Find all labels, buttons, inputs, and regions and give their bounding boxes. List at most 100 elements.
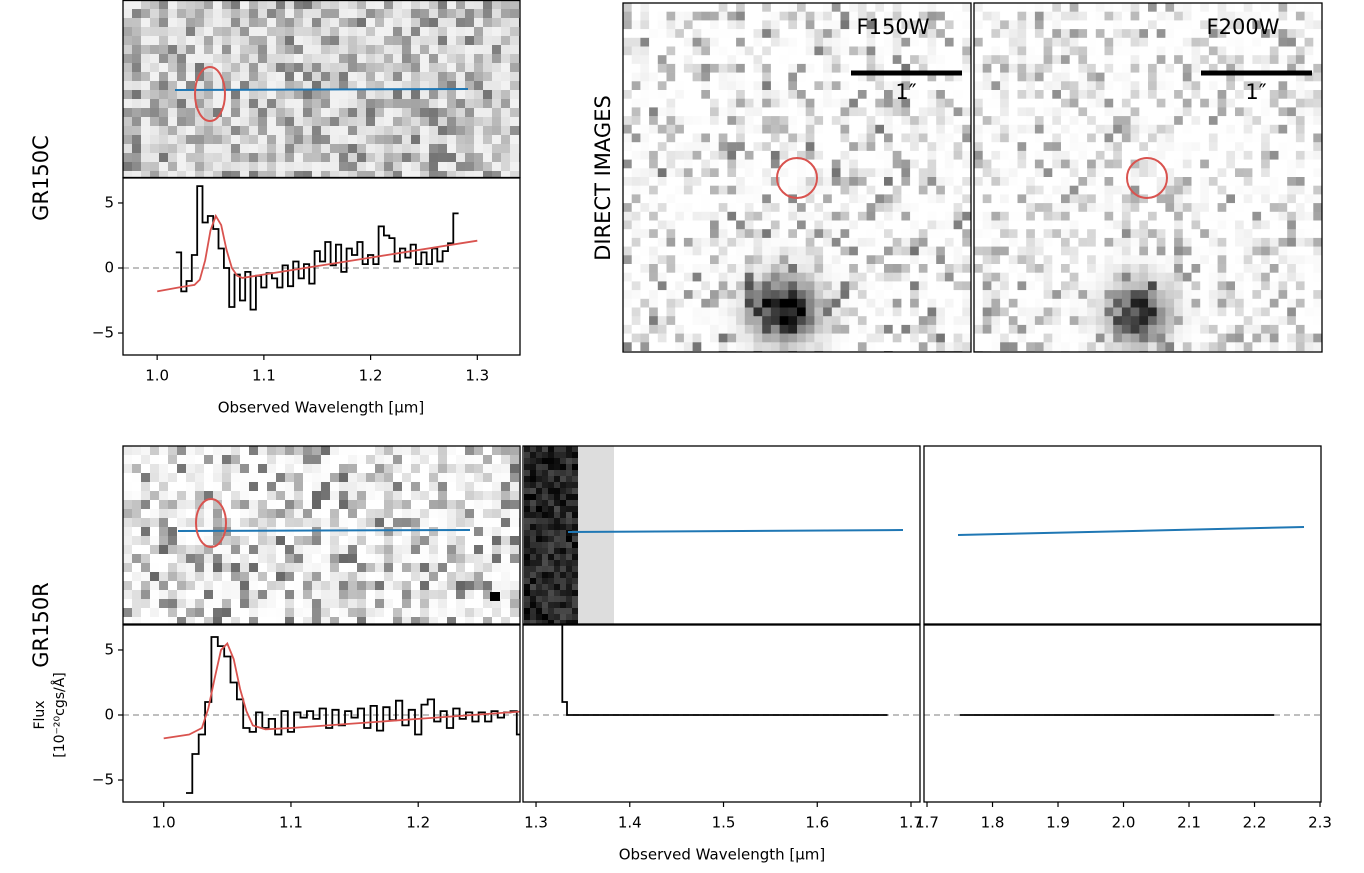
pixel [875,185,885,195]
pixel [736,255,746,265]
pixel [1148,3,1157,12]
pixel [384,0,394,10]
pixel [1182,194,1192,204]
pixel [910,3,920,12]
pixel [1156,307,1166,317]
pixel [823,185,833,195]
pixel [1278,255,1288,265]
pixel [666,29,676,39]
pixel [875,11,885,21]
pixel [213,9,223,19]
pixel [788,133,798,143]
pixel [150,482,160,492]
pixel [249,72,259,82]
pixel [1226,194,1236,204]
pixel [168,455,178,465]
pixel [875,124,885,134]
pixel [1156,142,1166,152]
pixel [675,342,685,352]
pixel [276,518,286,528]
pixel [1235,55,1244,65]
pixel [177,126,187,136]
pixel [492,63,502,73]
pixel [991,264,1001,273]
pixel [438,518,448,528]
pixel [982,168,992,178]
pixel [1034,29,1044,39]
pixel [1217,316,1227,326]
pixel [1104,98,1114,108]
pixel [1000,281,1010,291]
pixel [770,194,780,204]
pixel [744,168,754,178]
pixel [1104,20,1114,30]
pixel [123,482,133,492]
pixel [962,116,972,126]
pixel [1278,150,1288,160]
pixel [123,54,133,64]
pixel [1226,316,1236,326]
pixel [762,20,772,30]
pixel [736,264,746,273]
pixel [1043,81,1053,91]
pixel [1008,264,1018,273]
pixel [953,159,963,169]
pixel [744,203,754,213]
pixel [753,237,763,247]
pixel [1174,124,1184,134]
pixel [1235,177,1244,186]
pixel [384,554,394,564]
pixel [411,545,421,555]
pixel [393,90,403,100]
pixel [1156,194,1166,204]
pixel [727,203,737,213]
pixel [1252,168,1262,178]
pixel [892,107,902,117]
pixel [866,264,876,273]
pixel [348,171,358,178]
pixel [823,220,833,230]
pixel [1269,159,1279,169]
pixel [366,63,376,73]
pixel [1287,307,1297,317]
pixel [1061,333,1070,343]
pixel [762,159,772,169]
pixel [910,124,920,134]
pixel [285,45,295,55]
pixel [831,255,841,265]
pixel [1148,333,1157,343]
pixel [683,281,693,291]
pixel [770,116,780,126]
pixel [631,11,641,21]
pixel [1313,142,1323,152]
pixel [420,81,430,91]
pixel [982,20,992,30]
pixel [456,545,466,555]
pixel [465,54,475,64]
pixel [420,536,430,546]
pixel [892,264,902,273]
pixel [1069,29,1079,39]
pixel [492,99,502,109]
pixel [982,98,992,108]
pixel [770,298,780,308]
pixel [1104,81,1114,91]
pixel [875,264,885,273]
pixel [420,473,430,483]
pixel [1261,324,1271,334]
pixel [640,307,650,317]
pixel [1139,290,1149,300]
pixel [936,272,946,282]
pixel [1130,272,1140,282]
pixel [1156,11,1166,21]
pixel [991,46,1001,56]
pixel [962,220,972,230]
pixel [1191,220,1201,230]
pixel [1235,142,1244,152]
pixel [267,171,277,178]
pixel [718,3,728,12]
pixel [1217,203,1227,213]
pixel [1243,133,1253,143]
pixel [849,211,859,221]
pixel [857,211,867,221]
